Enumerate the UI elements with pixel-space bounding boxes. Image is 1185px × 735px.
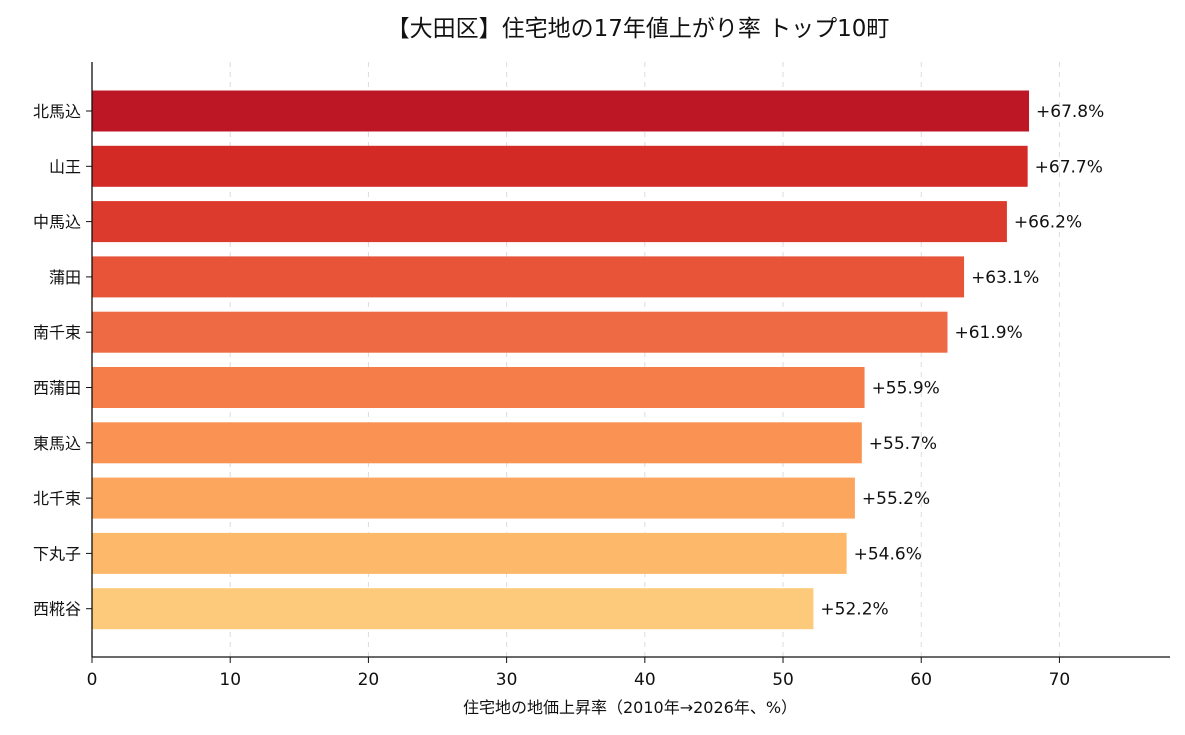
bar bbox=[92, 145, 1028, 187]
y-tick-label: 蒲田 bbox=[49, 268, 81, 287]
bar bbox=[92, 588, 814, 630]
bar bbox=[92, 90, 1030, 132]
data-label: +55.2% bbox=[862, 489, 930, 509]
y-tick-label: 東馬込 bbox=[33, 434, 81, 453]
data-label: +52.2% bbox=[820, 600, 888, 620]
data-label: +55.9% bbox=[872, 379, 940, 399]
data-label: +66.2% bbox=[1014, 213, 1082, 233]
x-tick-label: 20 bbox=[358, 670, 380, 690]
x-tick-label: 10 bbox=[219, 670, 241, 690]
bar bbox=[92, 201, 1007, 243]
data-label: +63.1% bbox=[971, 268, 1039, 288]
data-label: +67.7% bbox=[1035, 157, 1103, 177]
bars bbox=[92, 90, 1030, 630]
axes bbox=[91, 62, 1170, 658]
bar bbox=[92, 532, 847, 574]
x-axis-ticks: 0 10 20 30 40 50 60 70 bbox=[87, 657, 1071, 690]
y-tick-label: 下丸子 bbox=[33, 544, 81, 563]
data-label: +61.9% bbox=[954, 323, 1022, 343]
bar bbox=[92, 311, 948, 353]
y-tick-label: 中馬込 bbox=[33, 213, 81, 232]
bar bbox=[92, 256, 965, 298]
bar bbox=[92, 422, 862, 464]
y-tick-label: 西蒲田 bbox=[33, 379, 81, 398]
x-axis-label: 住宅地の地価上昇率（2010年→2026年、%） bbox=[463, 698, 797, 717]
data-label: +54.6% bbox=[854, 544, 922, 564]
x-tick-label: 40 bbox=[634, 670, 656, 690]
data-label: +55.7% bbox=[869, 434, 937, 454]
y-tick-label: 西糀谷 bbox=[33, 600, 81, 619]
data-labels: +67.8% +67.7% +66.2% +63.1% +61.9% +55.9% +55.… bbox=[820, 102, 1104, 620]
data-label: +67.8% bbox=[1036, 102, 1104, 122]
bar bbox=[92, 477, 855, 519]
x-tick-label: 0 bbox=[87, 670, 98, 690]
y-tick-label: 北馬込 bbox=[33, 102, 81, 121]
y-tick-label: 山王 bbox=[49, 157, 81, 176]
bar bbox=[92, 367, 865, 408]
x-tick-label: 60 bbox=[910, 670, 932, 690]
x-tick-label: 30 bbox=[496, 670, 518, 690]
chart-title: 【大田区】住宅地の17年値上がり率 トップ10町 bbox=[387, 16, 890, 42]
x-tick-label: 70 bbox=[1049, 670, 1071, 690]
y-tick-label: 南千束 bbox=[33, 323, 81, 342]
y-tick-label: 北千束 bbox=[33, 489, 81, 508]
x-tick-label: 50 bbox=[772, 670, 794, 690]
